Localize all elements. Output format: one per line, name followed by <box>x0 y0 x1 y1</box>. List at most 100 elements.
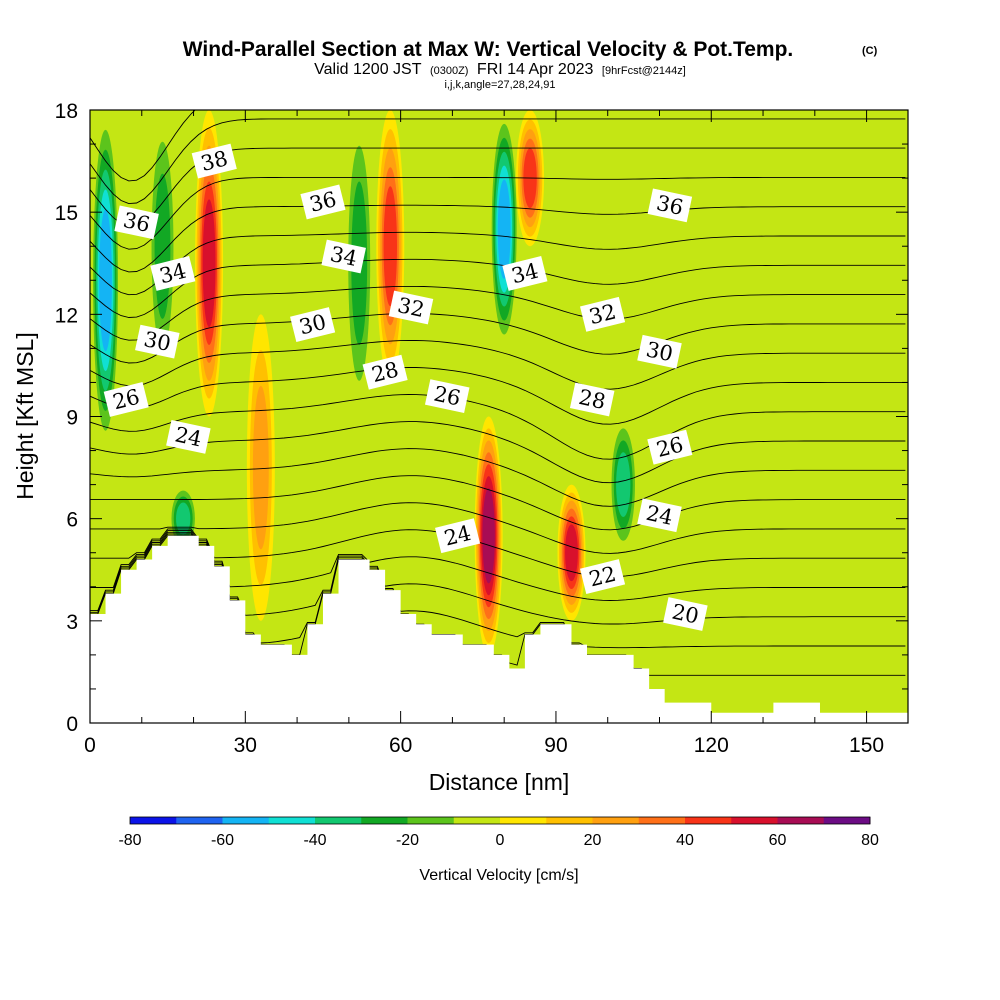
contour-label: 26 <box>432 382 463 411</box>
w-cell-7-6 <box>497 179 511 279</box>
contour-label-bg <box>103 382 149 417</box>
colorbar-segment <box>823 817 871 824</box>
contour-label-box: 36 <box>114 205 159 240</box>
terrain <box>90 535 908 723</box>
contour-label: 36 <box>654 191 685 220</box>
contour-label-bg <box>637 334 682 369</box>
y-tick-label: 15 <box>55 202 78 225</box>
colorbar-tick-label: 20 <box>584 832 602 849</box>
contour-label-box: 26 <box>103 382 149 417</box>
contour-label-bg <box>300 184 346 220</box>
contour-label: 24 <box>173 422 204 451</box>
chart-title: Wind-Parallel Section at Max W: Vertical… <box>183 38 794 61</box>
contour-label-box: 28 <box>569 382 615 417</box>
colorbar-tick-label: -20 <box>396 832 419 849</box>
colorbar-segment <box>407 817 455 824</box>
colorbar-tick-label: -40 <box>303 832 326 849</box>
contour-label-box: 30 <box>290 307 336 343</box>
chart-title-mark: (C) <box>862 45 878 57</box>
w-cell-3-3 <box>252 385 269 550</box>
contour-label-bg <box>150 256 196 291</box>
contour-label: 24 <box>644 501 675 530</box>
isentrope <box>90 339 906 390</box>
contour-label-box: 24 <box>435 518 481 554</box>
colorbar-segment <box>361 817 408 824</box>
plot-area <box>90 110 908 723</box>
y-tick-label: 0 <box>66 713 78 736</box>
contour-label-bg <box>435 518 481 554</box>
contour-label: 32 <box>395 293 426 322</box>
contour-labels: 38 36 36 36 34 34 34 32 32 30 30 30 28 28 26 26 26 24 24 24… <box>103 143 708 631</box>
contour-label-box: 34 <box>321 239 366 274</box>
contour-label-box: 34 <box>502 256 548 291</box>
contour-label-box: 24 <box>166 420 211 454</box>
colorbar-segment <box>546 817 593 824</box>
x-tick-label: 60 <box>389 734 412 757</box>
x-tick-label: 150 <box>849 734 884 757</box>
contour-label-box: 26 <box>647 429 693 465</box>
colorbar-segment <box>592 817 640 824</box>
contour-label: 36 <box>121 208 152 237</box>
isentrope <box>90 258 906 318</box>
isentrope <box>90 475 906 531</box>
colorbar-segment <box>638 817 686 824</box>
colorbar-segment <box>500 817 547 824</box>
contour-label-box: 22 <box>579 559 626 595</box>
isentrope <box>90 528 906 578</box>
contour-label-box: 34 <box>150 256 196 291</box>
isentrope <box>90 118 906 205</box>
contour-label-bg <box>362 354 408 390</box>
contour-label-bg <box>114 205 159 240</box>
y-tick-label: 9 <box>66 407 78 430</box>
chart-subtitle: Valid 1200 JST (0300Z) FRI 14 Apr 2023 [… <box>314 61 686 78</box>
x-tick-label: 120 <box>694 734 729 757</box>
contour-label-box: 32 <box>579 296 626 332</box>
contour-label-bg <box>569 382 615 417</box>
colorbar-segment <box>685 817 732 824</box>
contour-label: 30 <box>644 337 675 366</box>
isentrope <box>90 231 906 296</box>
colorbar-segment <box>777 817 825 824</box>
contour-label-bg <box>637 498 682 533</box>
colorbar-segment <box>453 817 501 824</box>
w-cell-0-6 <box>99 209 112 352</box>
w-cell-9-6 <box>565 524 578 582</box>
contour-label: 20 <box>670 600 701 629</box>
isentrope <box>90 285 906 341</box>
contour-label-box: 30 <box>637 334 682 369</box>
x-tick-label: 30 <box>234 734 257 757</box>
isentrope <box>90 394 906 460</box>
colorbar-segment <box>268 817 316 824</box>
colorbar-tick-label: 60 <box>769 832 787 849</box>
isentrope <box>90 176 906 250</box>
w-cell-6-7 <box>482 488 495 584</box>
contour-label-bg <box>579 296 626 332</box>
contour-label-bg <box>424 379 470 413</box>
colorbar-frame <box>129 816 871 825</box>
colorbar-segment <box>176 817 223 824</box>
colorbar-segment <box>731 817 778 824</box>
contour-label-bg <box>663 597 708 631</box>
contour-label-box: 26 <box>424 379 470 413</box>
contour-label: 34 <box>328 242 359 271</box>
isentrope <box>90 448 906 507</box>
contour-label-box: 20 <box>663 597 708 631</box>
vertical-velocity-field <box>91 110 638 655</box>
contour-label-box: 36 <box>300 184 346 220</box>
y-axis-label: Height [Kft MSL] <box>12 332 38 499</box>
y-tick-label: 12 <box>55 304 78 327</box>
colorbar: -80 -60 -40 -20 0 20 40 60 80 <box>118 816 879 849</box>
colorbar-segment <box>315 817 362 824</box>
contour-label-bg <box>135 324 180 359</box>
y-tick-label: 3 <box>66 611 78 634</box>
isentrope <box>90 312 906 364</box>
isentrope <box>90 502 906 554</box>
contour-label-bg <box>502 256 548 291</box>
colorbar-label: Vertical Velocity [cm/s] <box>419 867 578 884</box>
contour-label-bg <box>321 239 366 274</box>
w-cell-10-4 <box>616 452 631 517</box>
contour-label-bg <box>579 559 626 595</box>
colorbar-tick-label: 0 <box>496 832 505 849</box>
contour-label: 28 <box>577 385 608 414</box>
